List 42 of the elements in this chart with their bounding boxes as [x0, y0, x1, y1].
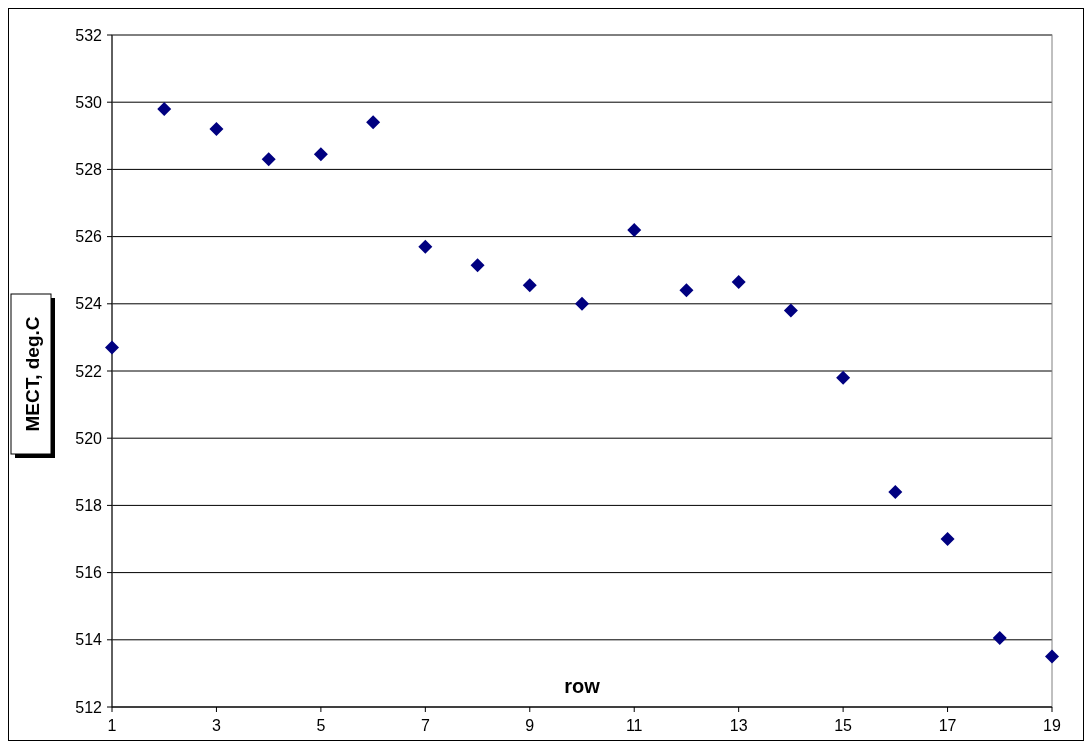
point: [783, 303, 798, 318]
y-tick-label: 530: [75, 93, 103, 111]
x-tick-label: 3: [211, 717, 221, 734]
point: [366, 115, 381, 130]
x-tick-label: 5: [316, 717, 326, 734]
y-axis-title: MECT, deg.C: [22, 316, 43, 432]
y-tick-label: 526: [75, 228, 103, 246]
point: [157, 101, 172, 116]
point: [209, 122, 224, 137]
y-tick-label: 532: [75, 26, 103, 44]
point: [1045, 649, 1059, 664]
point: [418, 239, 433, 254]
point: [836, 370, 851, 385]
point: [105, 340, 119, 355]
point: [261, 152, 276, 167]
x-tick-label: 17: [938, 717, 957, 734]
point: [679, 283, 694, 298]
x-tick-label: 9: [525, 717, 535, 734]
point: [575, 296, 589, 311]
x-tick-label: 1: [107, 717, 117, 734]
y-tick-label: 518: [75, 497, 103, 514]
y-tick-label: 520: [75, 429, 103, 447]
point: [627, 222, 642, 237]
point: [522, 278, 537, 293]
x-tick-label: 15: [834, 717, 853, 734]
point: [888, 484, 903, 499]
x-tick-label: 19: [1043, 717, 1061, 734]
y-tick-label: 512: [75, 698, 103, 716]
y-tick-label: 524: [75, 295, 103, 313]
point: [470, 258, 485, 273]
point: [992, 631, 1007, 646]
x-axis-title: row: [564, 675, 601, 697]
point: [313, 147, 328, 162]
y-tick-label: 522: [75, 362, 103, 380]
x-tick-label: 11: [625, 717, 643, 734]
y-tick-label: 528: [75, 161, 103, 178]
point: [731, 274, 746, 289]
x-tick-label: 7: [420, 717, 430, 734]
point: [940, 532, 955, 546]
y-tick-label: 514: [75, 631, 103, 649]
x-tick-label: 13: [729, 717, 748, 734]
y-tick-label: 516: [75, 564, 103, 582]
